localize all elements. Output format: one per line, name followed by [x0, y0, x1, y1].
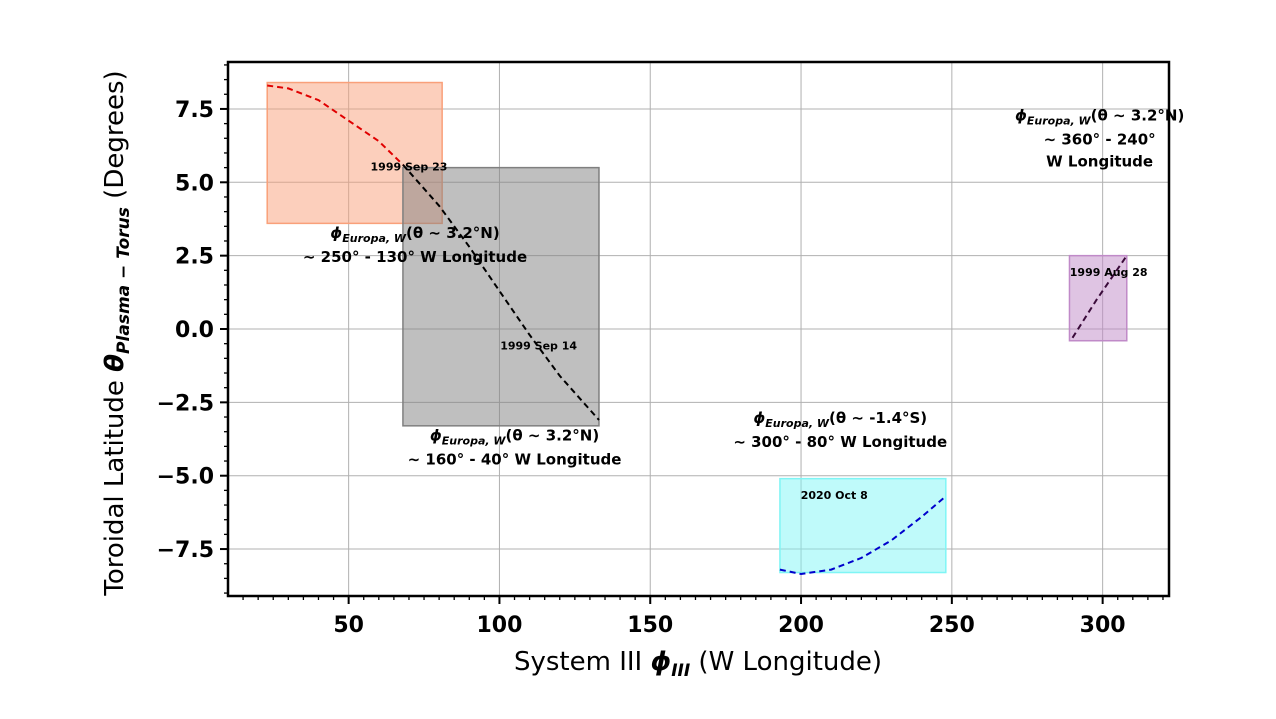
annotations: ϕEuropa, W(θ ∼ 3.2°N)∼ 250° - 130° W Lon… [303, 107, 1184, 469]
annotation-line1: ϕEuropa, W(θ ∼ 3.2°N) [1015, 107, 1184, 128]
y-tick-label: −2.5 [157, 391, 214, 416]
series-line [779, 495, 947, 576]
annotation-line3: W Longitude [1046, 153, 1153, 171]
annotation-symbol: ϕ [430, 426, 442, 444]
x-tick-label: 150 [627, 613, 673, 638]
x-tick-label: 250 [929, 613, 975, 638]
annotation-condition: (θ ∼ -1.4°S) [829, 409, 927, 427]
y-tick-label: 0.0 [175, 318, 214, 343]
y-tick-label: 2.5 [175, 245, 214, 270]
series-label: 2020 Oct 8 [801, 489, 868, 502]
x-tick-label: 300 [1080, 613, 1126, 638]
y-axis-label-prefix: Toroidal Latitude [100, 372, 130, 597]
y-tick-label: −7.5 [157, 538, 214, 563]
annotation-line2: ∼ 300° - 80° W Longitude [733, 433, 947, 451]
annotation-subscript: Europa, W [342, 232, 407, 245]
x-tick-label: 100 [476, 613, 522, 638]
annotation-subscript: Europa, W [1027, 115, 1092, 128]
series-label: 1999 Aug 28 [1070, 266, 1148, 279]
annotation-line1: ϕEuropa, W(θ ∼ 3.2°N) [330, 224, 499, 245]
y-axis-label-symbol: θ [100, 354, 130, 372]
annotation-line1: ϕEuropa, W(θ ∼ 3.2°N) [430, 426, 599, 447]
annotation-condition: (θ ∼ 3.2°N) [1091, 107, 1185, 125]
series-line [1071, 255, 1128, 339]
series-lines [267, 84, 1128, 576]
x-tick-label: 200 [778, 613, 824, 638]
series-label: 1999 Sep 14 [500, 340, 577, 353]
annotation-subscript: Europa, W [765, 417, 830, 430]
y-tick-label: −5.0 [157, 465, 214, 490]
annotation-line2: ∼ 250° - 130° W Longitude [303, 248, 527, 266]
annotation-symbol: ϕ [1015, 107, 1027, 125]
x-axis-label-suffix: (W Longitude) [690, 647, 882, 677]
annotation-condition: (θ ∼ 3.2°N) [506, 426, 600, 444]
date-box [779, 477, 947, 574]
x-axis-label-subscript: III [671, 661, 690, 681]
annotation-line2: ∼ 160° - 40° W Longitude [408, 450, 622, 468]
annotation-symbol: ϕ [330, 224, 342, 242]
annotation-line1: ϕEuropa, W(θ ∼ -1.4°S) [753, 409, 927, 430]
tick-labels: 50 100 150 200 250 300 −7.5 −5.0 −2.5 0.0 2.5 5.0 7.… [157, 98, 1126, 638]
x-tick-label: 50 [333, 613, 364, 638]
annotation-subscript: Europa, W [442, 434, 507, 447]
y-axis-label-subscript: Plasma − Torus [114, 207, 134, 354]
ticks [220, 64, 1164, 604]
x-axis-label-symbol: ϕ [650, 647, 671, 677]
series-line [267, 84, 404, 166]
date-boxes [266, 81, 1128, 574]
x-axis-label-prefix: System III [514, 647, 651, 677]
y-axis-label: Toroidal Latitude θPlasma − Torus (Degre… [100, 70, 134, 596]
series-labels: 1999 Sep 23 1999 Sep 14 2020 Oct 8 1999 Aug… [371, 161, 1148, 503]
date-box [402, 166, 600, 427]
annotation-line2: ∼ 360° - 240° [1044, 131, 1156, 149]
series-label: 1999 Sep 23 [371, 161, 448, 174]
x-axis-label: System III ϕIII (W Longitude) [514, 647, 882, 681]
series-line [402, 164, 600, 421]
annotation-condition: (θ ∼ 3.2°N) [406, 224, 500, 242]
y-axis-label-suffix: (Degrees) [100, 70, 130, 207]
y-tick-label: 5.0 [175, 171, 214, 196]
y-tick-label: 7.5 [175, 98, 214, 123]
annotation-symbol: ϕ [753, 409, 765, 427]
